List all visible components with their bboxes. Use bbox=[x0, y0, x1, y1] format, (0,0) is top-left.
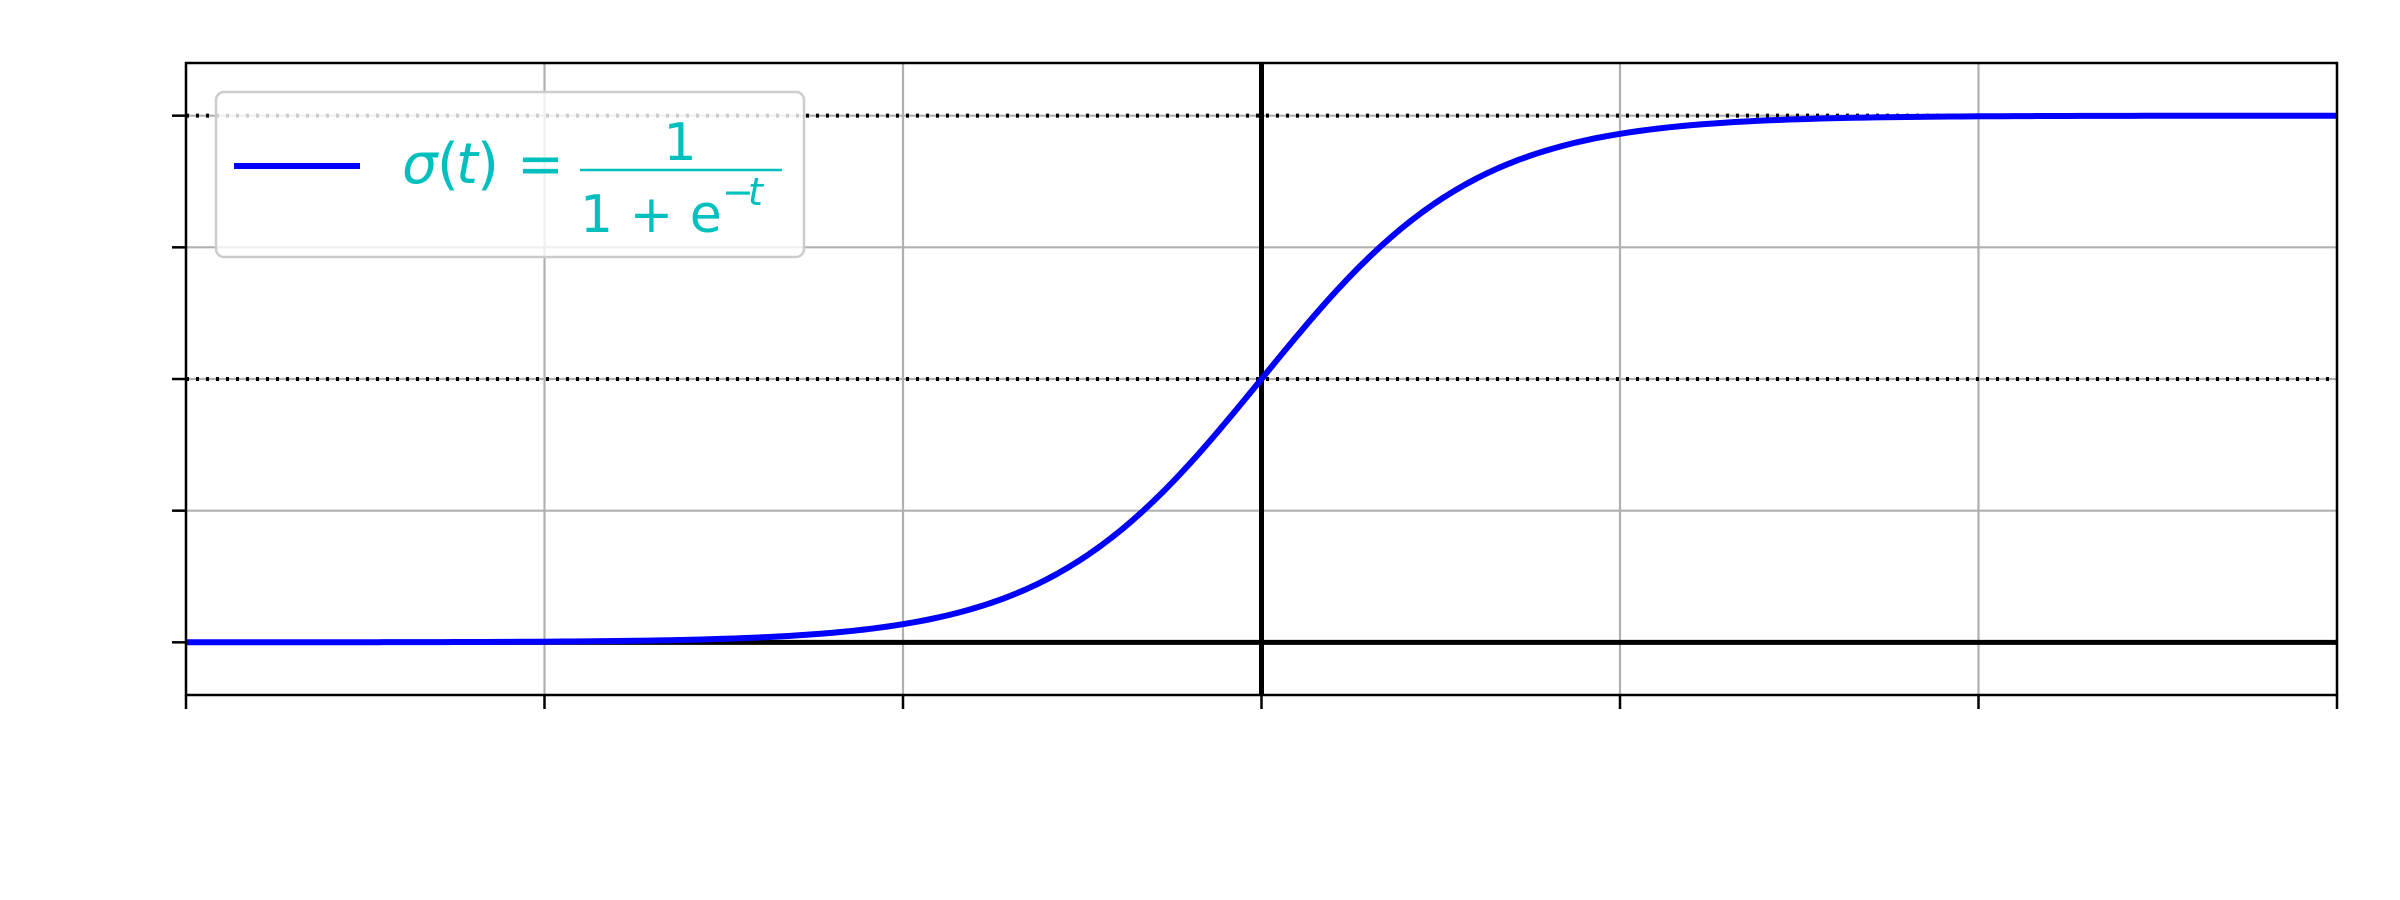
legend-label-paren-open: ( bbox=[437, 132, 459, 197]
legend-box bbox=[214, 90, 806, 259]
legend-label-equals: = bbox=[517, 132, 564, 197]
legend-label-paren-close: ) bbox=[477, 132, 499, 197]
legend-label-exponent-minus: − bbox=[722, 170, 754, 214]
plot-area: σ (t) = 11 + e −t bbox=[172, 61, 2339, 709]
legend-label-t: t bbox=[456, 132, 480, 197]
legend: σ (t) = 11 + e −t bbox=[214, 90, 806, 259]
legend-label-numerator: 1 bbox=[663, 113, 696, 173]
series-line-sigmoid-0 bbox=[186, 112, 2337, 646]
legend-label-denominator: 1 + e bbox=[580, 185, 722, 245]
legend-label-sigma: σ bbox=[402, 132, 439, 197]
legend-label-exponent-t: t bbox=[748, 170, 765, 214]
